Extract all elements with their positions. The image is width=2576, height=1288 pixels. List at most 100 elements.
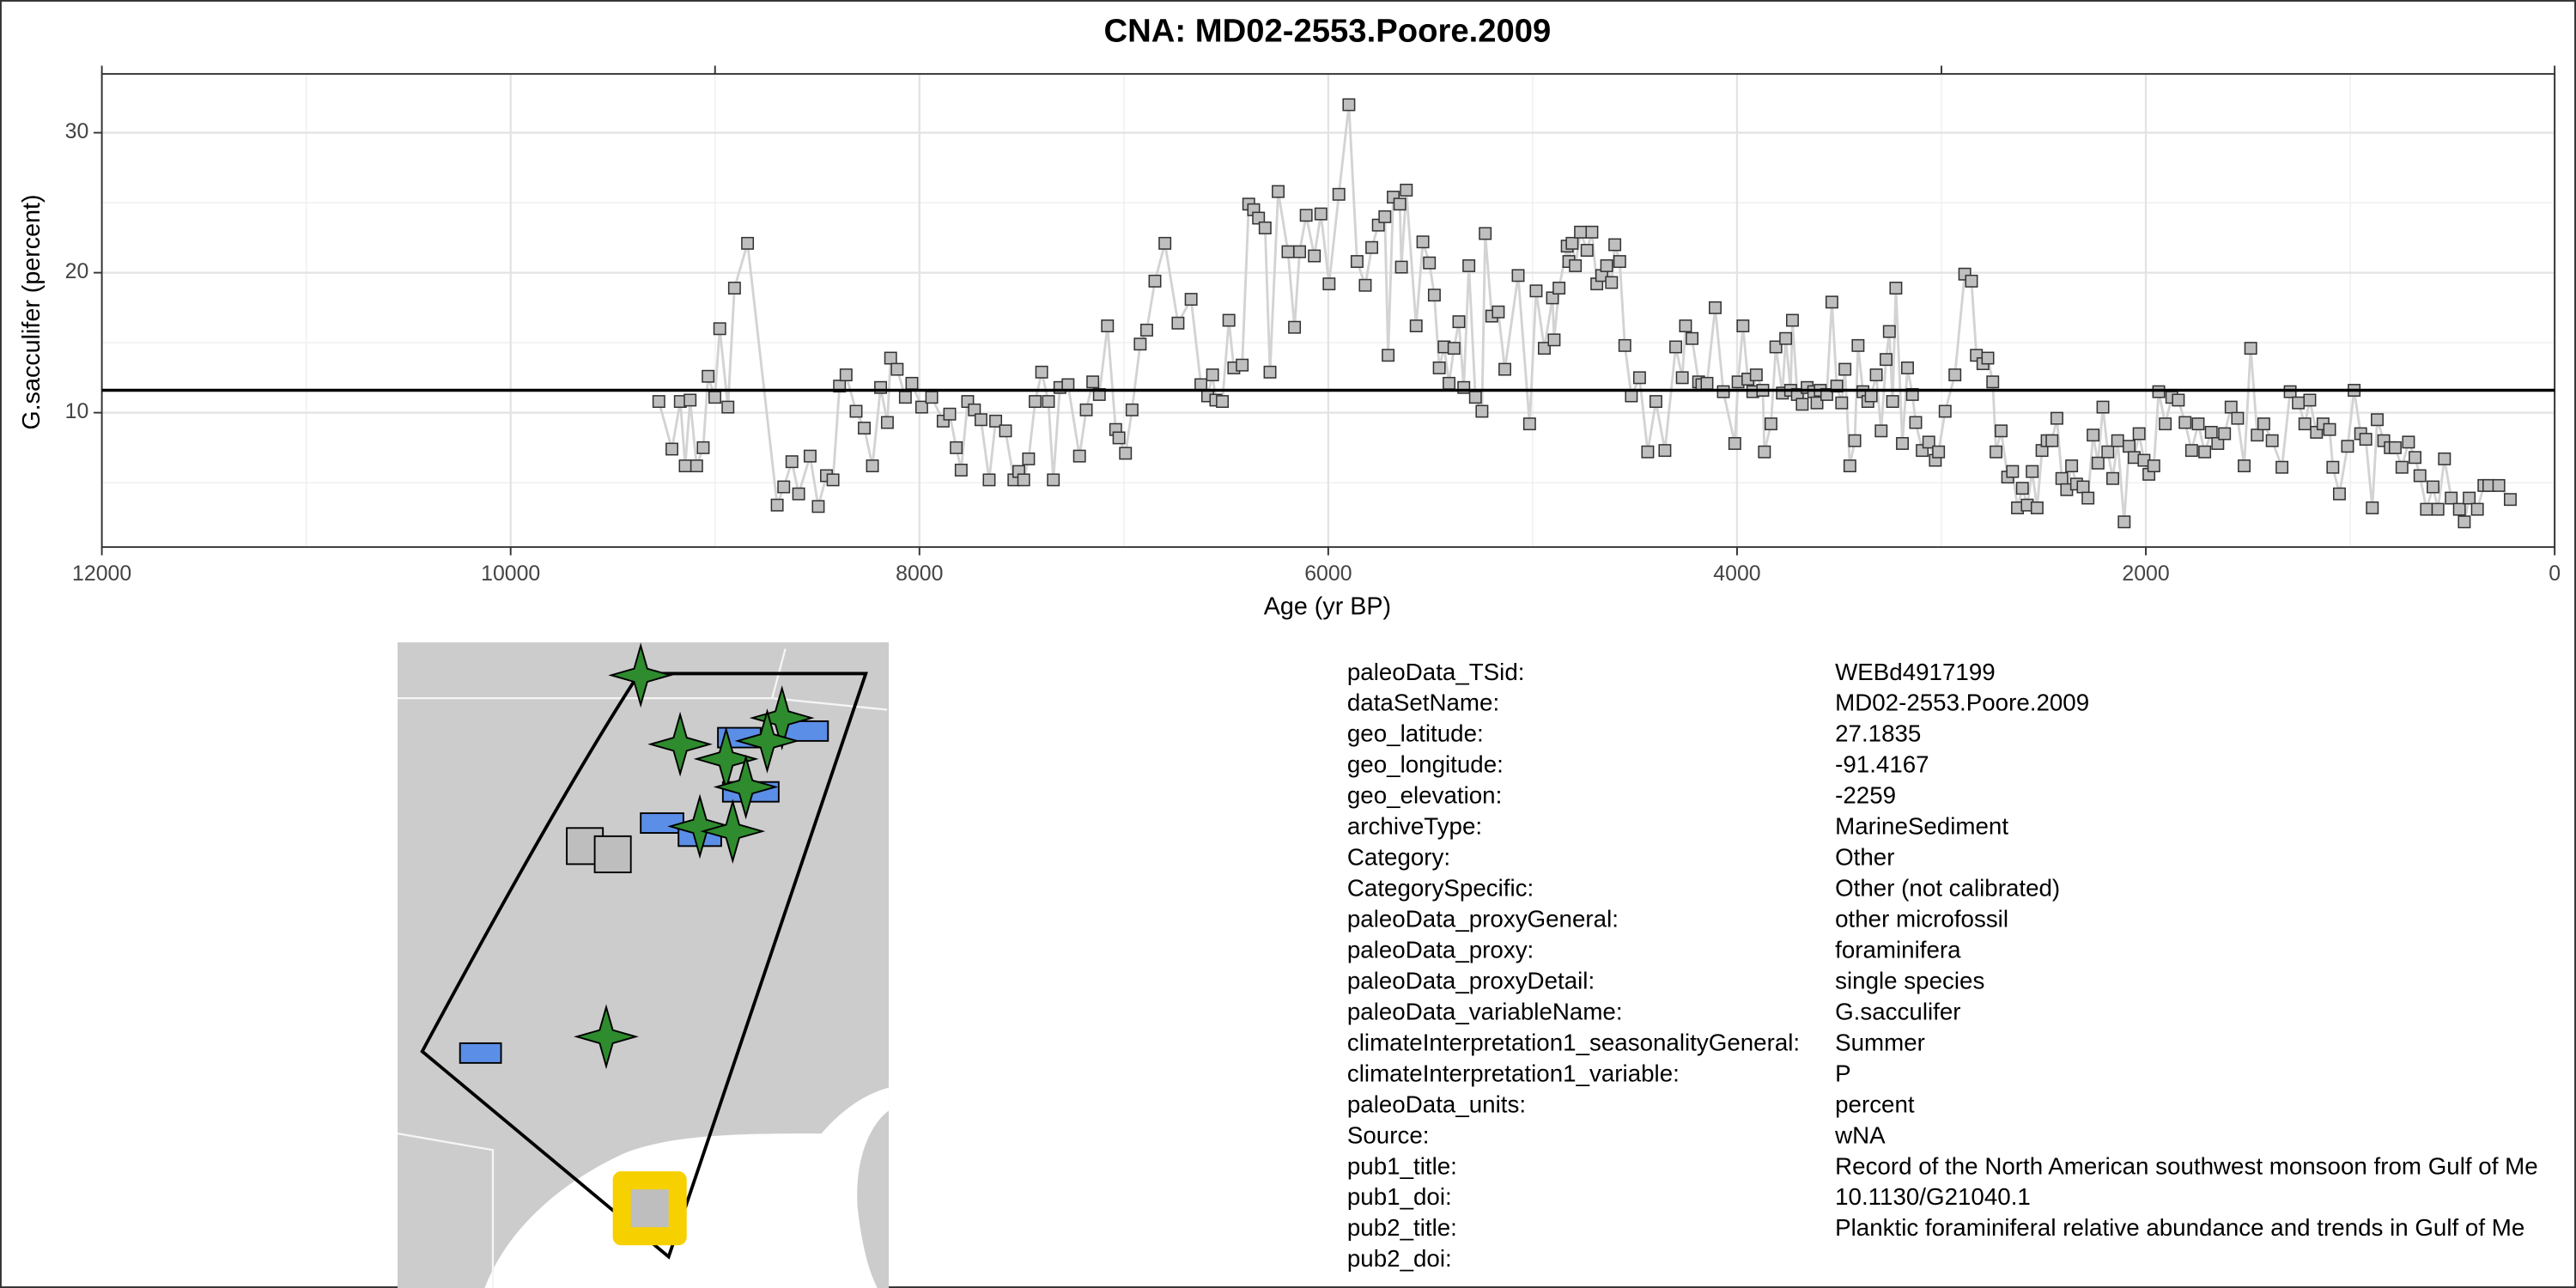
metadata-key: paleoData_proxyGeneral:	[1347, 906, 1619, 933]
metadata-key: pub1_doi:	[1347, 1183, 1452, 1210]
data-point	[1462, 258, 1476, 272]
data-point	[2366, 501, 2379, 514]
data-point	[2458, 515, 2471, 529]
metadata-value: MD02-2553.Poore.2009	[1835, 690, 2089, 716]
data-point	[1382, 349, 1395, 362]
data-point	[1728, 437, 1741, 450]
data-point	[2402, 435, 2415, 449]
metadata-key: paleoData_variableName:	[1347, 998, 1623, 1024]
metadata-value: Other	[1835, 844, 1894, 871]
metadata-key: geo_elevation:	[1347, 782, 1502, 809]
metadata-key: pub2_doi:	[1347, 1245, 1452, 1272]
metadata-value: -91.4167	[1835, 751, 1929, 778]
data-point	[1700, 376, 1714, 390]
data-point	[1133, 337, 1147, 351]
data-point	[1547, 333, 1561, 347]
data-point	[811, 500, 825, 513]
data-point	[2463, 491, 2476, 505]
metadata-key: climateInterpretation1_seasonalityGenera…	[1347, 1029, 1800, 1055]
data-point	[741, 236, 755, 250]
data-point	[1184, 293, 1198, 307]
data-point	[792, 487, 805, 501]
data-point	[2470, 502, 2484, 516]
data-point	[2106, 471, 2119, 485]
data-point	[1605, 276, 1619, 289]
data-point	[652, 395, 665, 409]
data-point	[2409, 451, 2422, 465]
data-point	[1810, 396, 1824, 410]
data-point	[2045, 434, 2059, 447]
metadata-value: Other (not calibrated)	[1835, 875, 2060, 902]
data-point	[1393, 197, 1406, 211]
data-point	[1538, 342, 1551, 355]
data-point	[1779, 331, 1793, 345]
data-point	[1079, 403, 1093, 416]
data-point	[2172, 393, 2185, 407]
data-point	[2427, 480, 2439, 494]
data-point	[1236, 358, 1249, 372]
data-point	[950, 440, 963, 454]
data-point	[1825, 295, 1838, 309]
metadata-value: 10.1130/G21040.1	[1835, 1183, 2031, 1210]
metadata-key: climateInterpretation1_variable:	[1347, 1060, 1680, 1086]
x-tick-label: 12000	[72, 562, 131, 586]
data-point	[2026, 465, 2039, 478]
data-point	[2204, 425, 2218, 439]
y-tick-label: 10	[65, 399, 89, 423]
data-point	[890, 362, 904, 376]
data-point	[1112, 431, 1126, 445]
data-point	[1600, 258, 1613, 272]
data-point	[770, 498, 784, 512]
data-point	[2178, 416, 2192, 429]
data-point	[1072, 449, 1086, 463]
data-point	[1569, 258, 1583, 272]
x-tick-label: 4000	[1713, 562, 1760, 586]
data-point	[849, 404, 863, 418]
data-point	[1101, 319, 1115, 333]
data-point	[1608, 238, 1622, 252]
metadata-key: paleoData_proxyDetail:	[1347, 967, 1595, 993]
data-point	[999, 424, 1012, 438]
data-point	[2438, 452, 2451, 465]
data-point	[678, 459, 692, 473]
site-marker	[459, 1042, 502, 1064]
metadata-key: archiveType:	[1347, 813, 1482, 840]
data-point	[1171, 316, 1185, 330]
data-point	[1299, 209, 1313, 222]
data-point	[1851, 338, 1865, 352]
data-point	[1995, 424, 2008, 438]
data-point	[1848, 434, 1862, 447]
data-point	[1409, 319, 1423, 333]
data-point	[1119, 447, 1133, 460]
data-point	[1042, 395, 1055, 409]
metadata-key: pub1_title:	[1347, 1152, 1457, 1179]
data-point	[1086, 375, 1100, 389]
data-point	[1035, 365, 1048, 379]
metadata-value: WEBd4917199	[1835, 659, 1996, 685]
data-point	[777, 480, 791, 494]
metadata-value: percent	[1835, 1091, 1915, 1117]
metadata-value: Record of the North American southwest m…	[1835, 1152, 2538, 1179]
data-point	[2388, 440, 2402, 454]
data-point	[1896, 437, 1909, 450]
data-point	[2050, 411, 2063, 425]
metadata-key: paleoData_units:	[1347, 1091, 1526, 1117]
data-point	[2087, 428, 2100, 442]
data-point	[2147, 459, 2160, 473]
data-point	[954, 463, 968, 477]
data-point	[1140, 323, 1153, 337]
data-point	[1378, 210, 1392, 223]
data-point	[1443, 376, 1456, 390]
metadata-table: paleoData_TSid: WEBd4917199 dataSetName: MD…	[1347, 659, 2538, 1272]
data-point	[1511, 269, 1525, 283]
data-point	[1263, 365, 1277, 379]
data-point	[1342, 98, 1356, 112]
data-point	[1423, 256, 1437, 270]
metadata-key: Source:	[1347, 1121, 1430, 1148]
metadata-value: 27.1835	[1835, 720, 1921, 747]
data-point	[1869, 368, 1883, 382]
data-point	[826, 473, 840, 487]
data-point	[1475, 404, 1489, 418]
data-point	[727, 282, 741, 295]
